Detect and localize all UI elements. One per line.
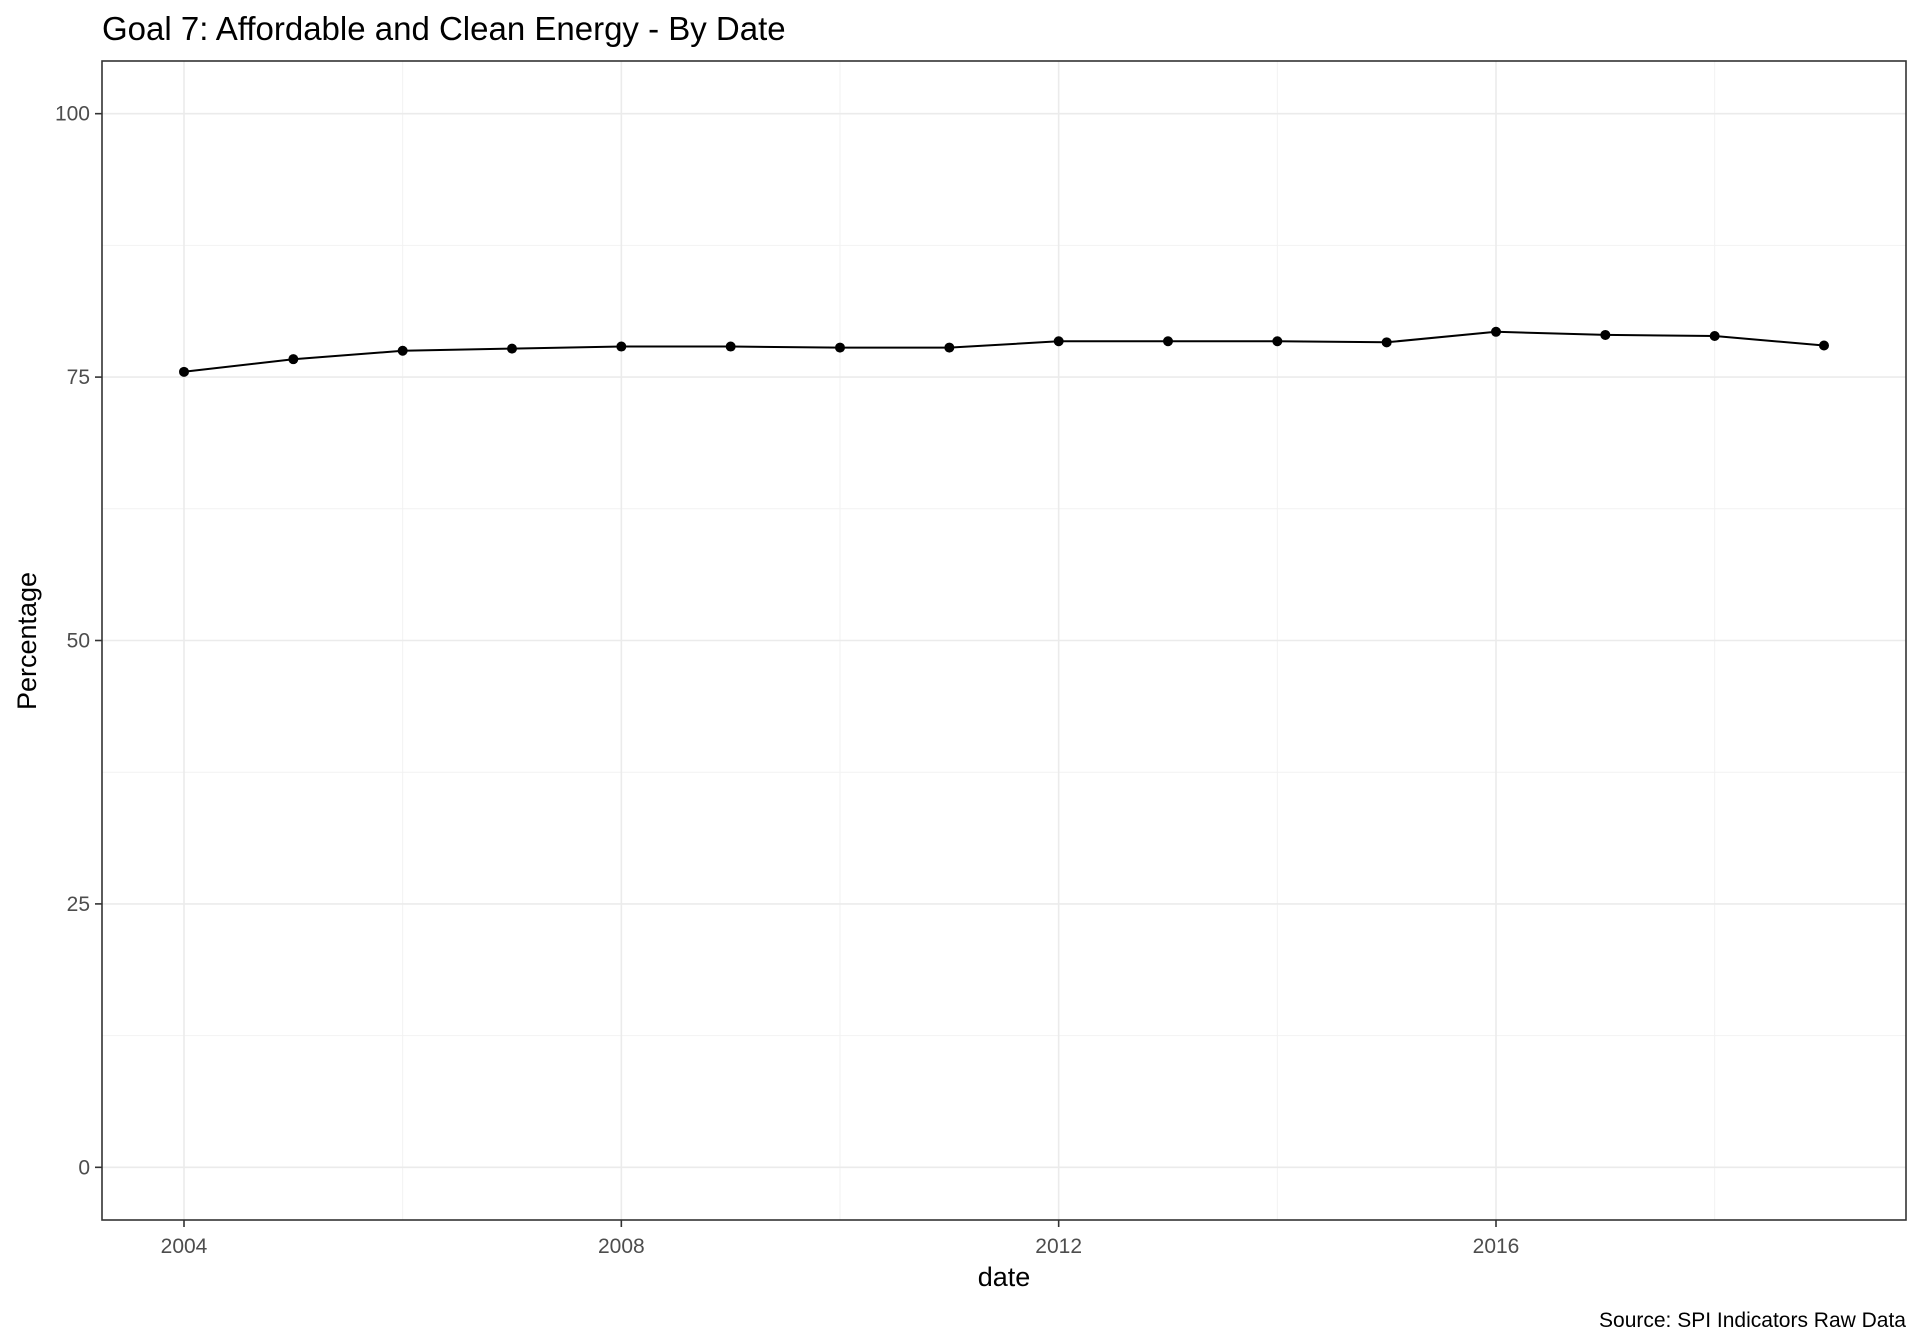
data-point <box>288 354 299 365</box>
grid <box>102 61 1906 1220</box>
y-tick-label: 100 <box>55 103 90 126</box>
data-point <box>725 341 736 352</box>
data-point <box>1053 336 1064 347</box>
data-point <box>1600 329 1611 340</box>
data-point <box>1381 337 1392 348</box>
x-tick-label: 2012 <box>1035 1235 1082 1258</box>
data-point <box>1163 336 1173 347</box>
data-point <box>1272 336 1283 347</box>
x-tick-label: 2004 <box>161 1235 208 1258</box>
data-point <box>616 341 627 352</box>
data-point <box>1819 340 1829 351</box>
series <box>179 326 1829 377</box>
data-point <box>835 342 845 353</box>
chart-caption: Source: SPI Indicators Raw Data <box>1599 1309 1906 1332</box>
data-point <box>1491 326 1501 337</box>
y-tick-label: 25 <box>67 893 90 916</box>
x-axis-title: date <box>978 1262 1031 1292</box>
axes: 0 25 50 75 100 2004 2008 2012 2016 <box>55 103 1519 1258</box>
series-line <box>183 330 1825 373</box>
data-point <box>397 345 408 356</box>
data-point <box>944 342 955 353</box>
x-tick-label: 2016 <box>1473 1235 1520 1258</box>
data-point <box>179 366 189 377</box>
x-tick-label: 2008 <box>598 1235 645 1258</box>
y-tick-label: 50 <box>67 630 90 653</box>
y-tick-label: 75 <box>67 366 90 389</box>
data-point <box>507 343 517 354</box>
y-tick-label: 0 <box>78 1156 90 1179</box>
y-axis-title: Percentage <box>12 572 42 710</box>
chart-title: Goal 7: Affordable and Clean Energy - By… <box>102 10 786 47</box>
data-point <box>1709 330 1720 341</box>
